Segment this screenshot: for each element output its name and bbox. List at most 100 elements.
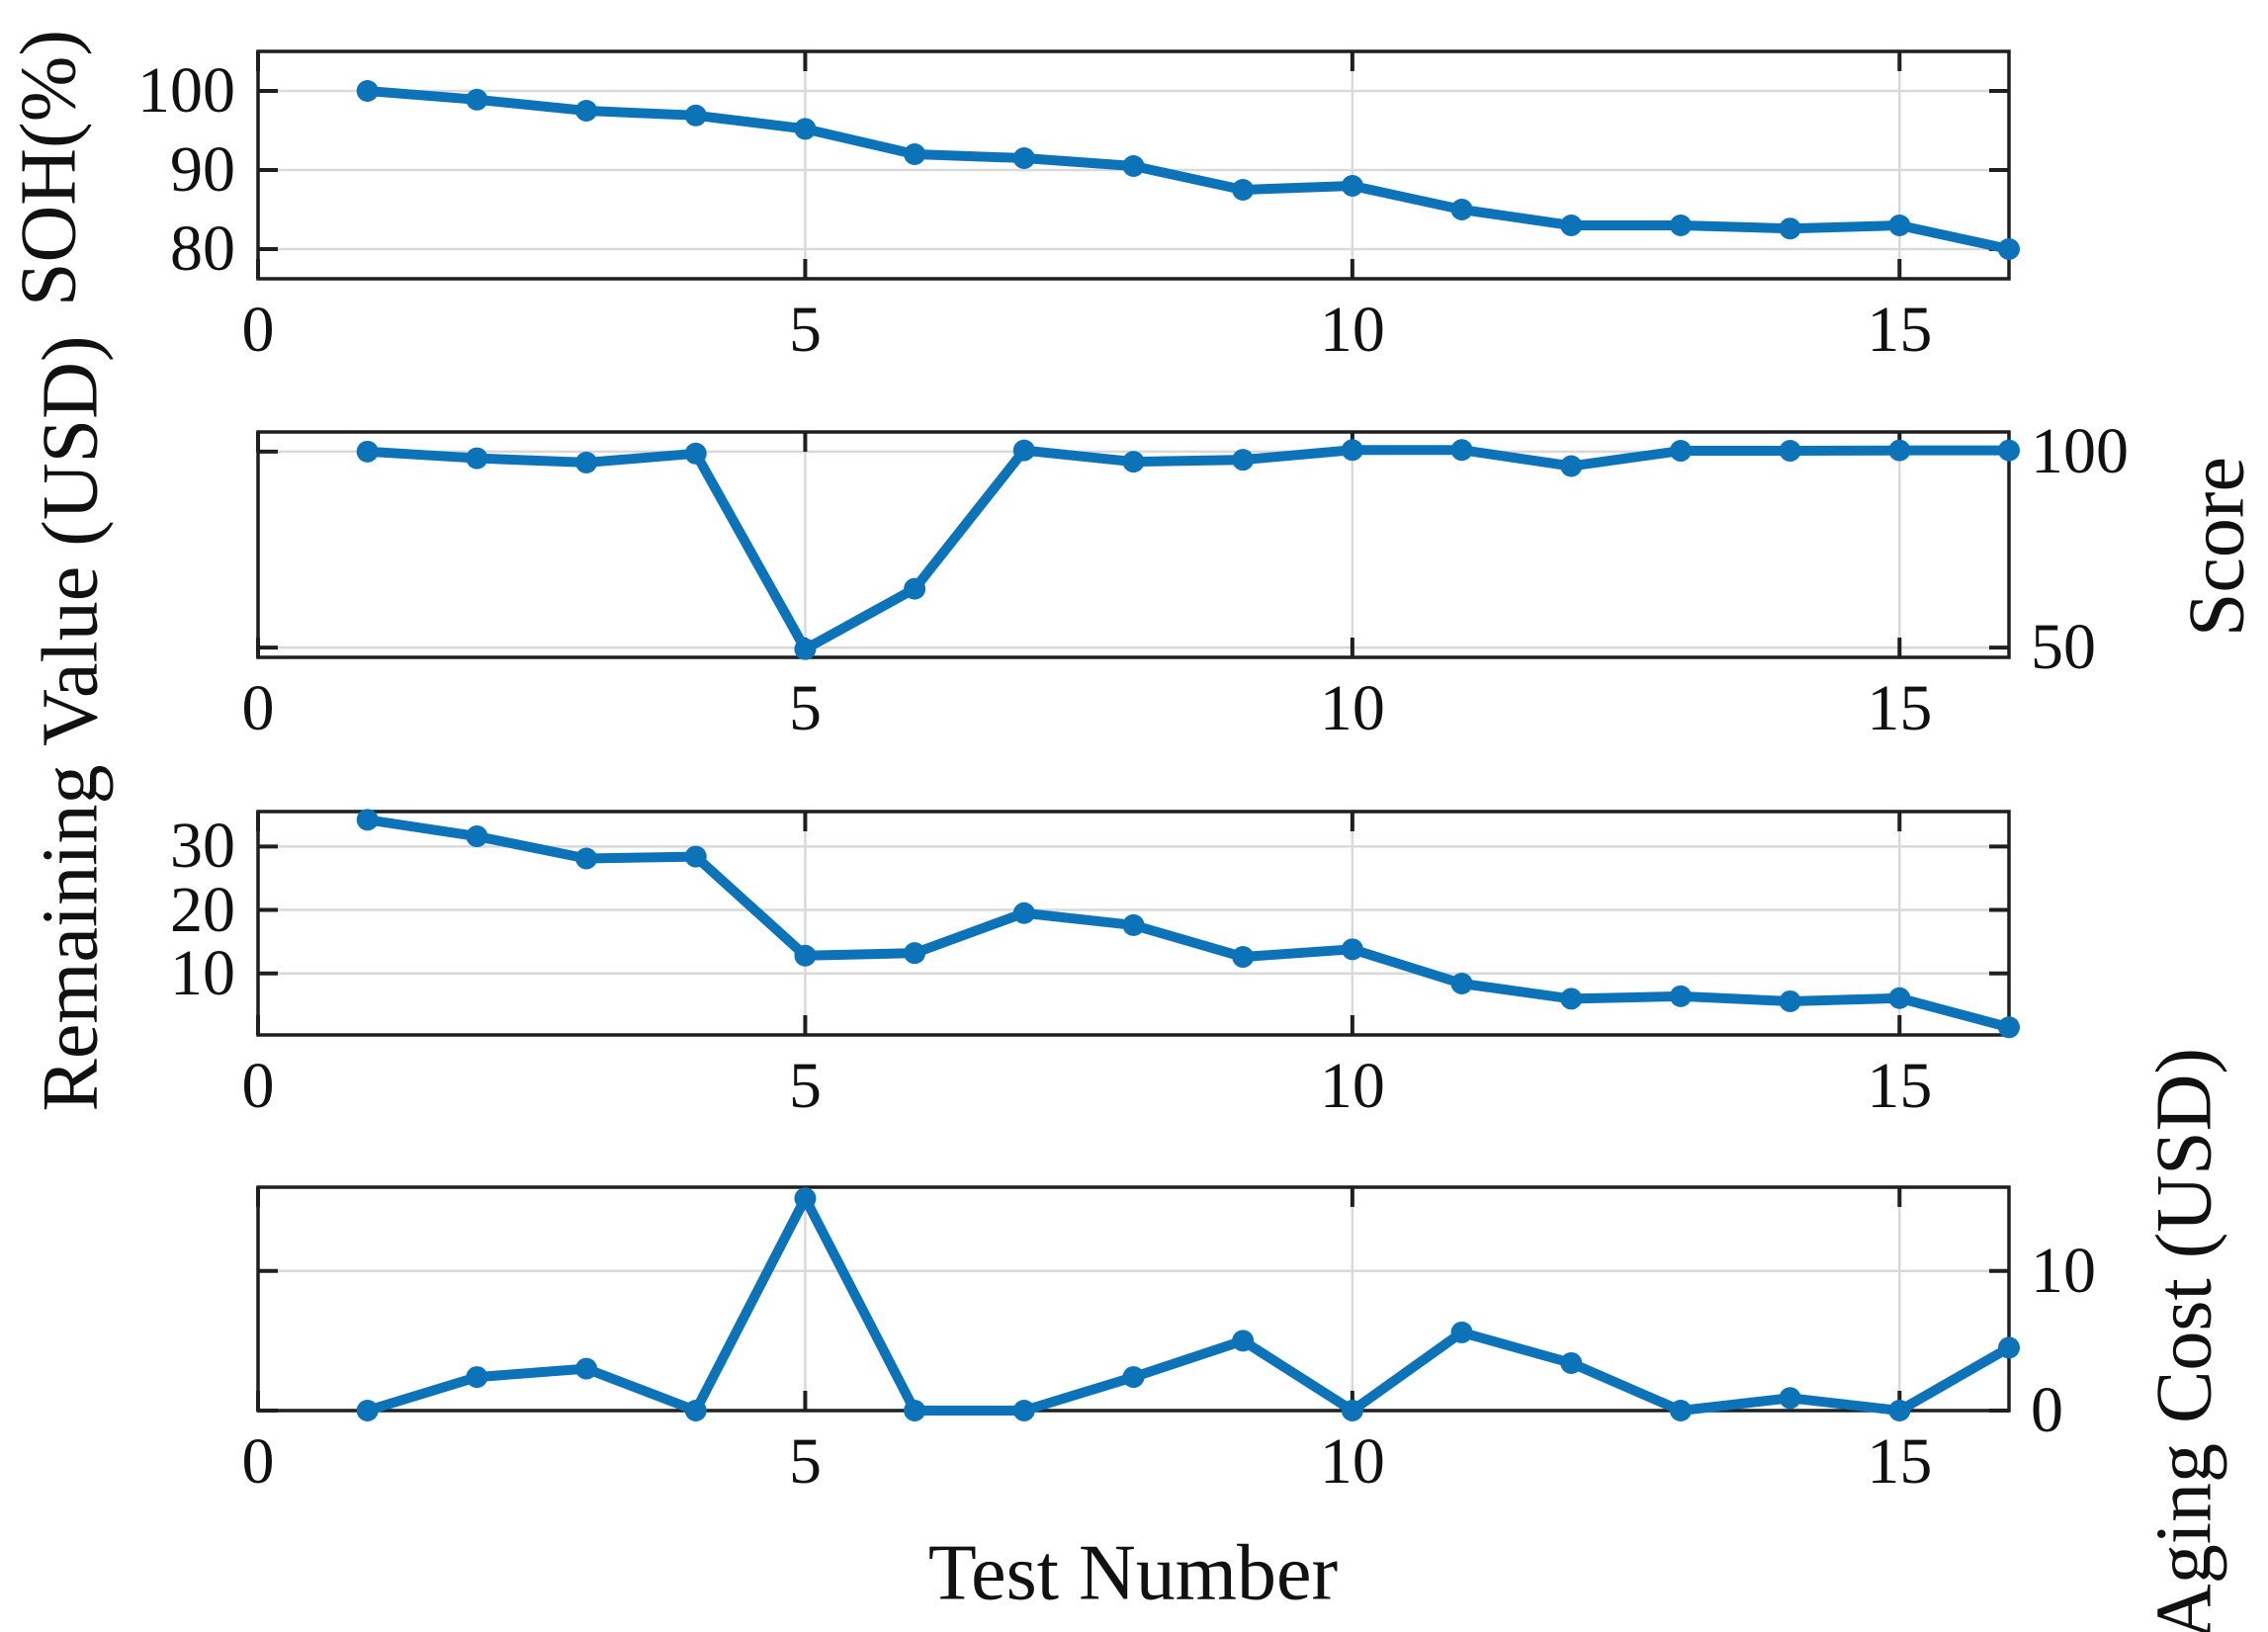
data-point: [794, 118, 817, 140]
data-point: [466, 825, 488, 848]
data-line: [362, 1193, 2014, 1416]
data-point: [466, 1366, 488, 1389]
x-tick-label: 5: [788, 672, 822, 744]
x-axis-label: Test Number: [927, 1529, 1339, 1617]
x-tick-label: 15: [1867, 672, 1933, 744]
data-point: [1560, 215, 1583, 236]
subplot-1: [256, 430, 2020, 660]
data-point: [1341, 938, 1363, 961]
x-tick-label: 0: [241, 1050, 275, 1122]
data-point: [904, 1400, 926, 1421]
x-tick-label: 10: [1319, 294, 1385, 366]
y-tick-label: 100: [137, 54, 235, 127]
x-tick-label: 5: [788, 1050, 822, 1122]
data-point: [1341, 1400, 1363, 1421]
data-point: [1779, 440, 1801, 463]
data-point: [1779, 989, 1801, 1012]
data-point: [684, 1400, 707, 1421]
data-point: [794, 638, 817, 660]
y-axis-label-soh: SOH(%): [5, 30, 93, 306]
x-tick-label: 15: [1867, 294, 1933, 366]
x-tick-label: 15: [1867, 1425, 1933, 1498]
data-point: [1669, 1400, 1692, 1421]
data-point: [1888, 215, 1911, 236]
data-point: [1232, 1330, 1255, 1352]
data-point: [1779, 217, 1801, 240]
data-point: [1341, 439, 1363, 462]
data-point: [1998, 1016, 2020, 1039]
data-point: [1560, 455, 1583, 477]
subplot-3: [256, 1185, 2020, 1421]
data-point: [1012, 1400, 1035, 1421]
data-point: [575, 1357, 598, 1380]
x-tick-label: 15: [1867, 1050, 1933, 1122]
data-point: [684, 845, 707, 868]
data-point: [1341, 175, 1363, 197]
x-tick-label: 5: [788, 1425, 822, 1498]
x-tick-label: 0: [241, 294, 275, 366]
data-point: [904, 577, 926, 600]
data-point: [904, 942, 926, 965]
y-tick-label: 100: [2031, 414, 2129, 487]
data-point: [356, 80, 379, 102]
data-point: [1012, 147, 1035, 169]
data-point: [1122, 451, 1145, 473]
y-tick-label: 0: [2031, 1374, 2063, 1446]
axes-box: [256, 430, 2011, 659]
y-tick-label: 30: [170, 810, 235, 883]
data-line: [362, 445, 2014, 654]
axes-box: [256, 49, 2011, 281]
y-axis-label-aging-cost: Aging Cost (USD): [2140, 1047, 2228, 1632]
y-axis-label-remaining-value: Remaining Value (USD): [27, 335, 115, 1112]
axes-box: [256, 810, 2011, 1037]
subplot-2: [256, 809, 2020, 1039]
data-point: [1012, 902, 1035, 924]
data-point: [1888, 1400, 1911, 1421]
x-tick-label: 5: [788, 294, 822, 366]
data-point: [356, 440, 379, 463]
data-point: [1450, 1321, 1473, 1343]
data-line: [362, 86, 2014, 254]
data-point: [1560, 988, 1583, 1010]
data-point: [684, 104, 707, 127]
y-tick-label: 80: [170, 213, 235, 285]
y-tick-label: 10: [2031, 1234, 2096, 1307]
x-tick-label: 10: [1319, 672, 1385, 744]
data-point: [1122, 155, 1145, 177]
data-point: [575, 100, 598, 122]
data-point: [1669, 215, 1692, 236]
data-point: [356, 1400, 379, 1421]
y-axis-label-score: Score: [2173, 456, 2261, 638]
data-point: [1888, 439, 1911, 462]
x-tick-label: 10: [1319, 1050, 1385, 1122]
data-point: [904, 143, 926, 165]
y-tick-label: 10: [170, 936, 235, 1009]
data-point: [1998, 238, 2020, 260]
data-point: [1012, 439, 1035, 462]
data-point: [794, 1187, 817, 1210]
subplot-0: [256, 49, 2020, 281]
data-point: [1122, 913, 1145, 936]
data-point: [356, 809, 379, 831]
x-tick-label: 0: [241, 672, 275, 744]
data-point: [1122, 1366, 1145, 1389]
data-point: [684, 442, 707, 465]
data-point: [1232, 449, 1255, 472]
data-point: [1998, 1336, 2020, 1359]
x-tick-label: 10: [1319, 1425, 1385, 1498]
data-point: [1450, 199, 1473, 220]
data-line: [362, 815, 2014, 1033]
data-point: [1779, 1387, 1801, 1410]
data-point: [1450, 439, 1473, 462]
data-point: [1888, 987, 1911, 1009]
data-point: [575, 451, 598, 473]
y-tick-label: 90: [170, 133, 235, 206]
y-tick-label: 50: [2031, 611, 2096, 684]
data-point: [1669, 440, 1692, 463]
data-point: [794, 944, 817, 967]
y-tick-label: 20: [170, 873, 235, 946]
axes-box: [256, 1185, 2011, 1413]
data-point: [1450, 972, 1473, 994]
